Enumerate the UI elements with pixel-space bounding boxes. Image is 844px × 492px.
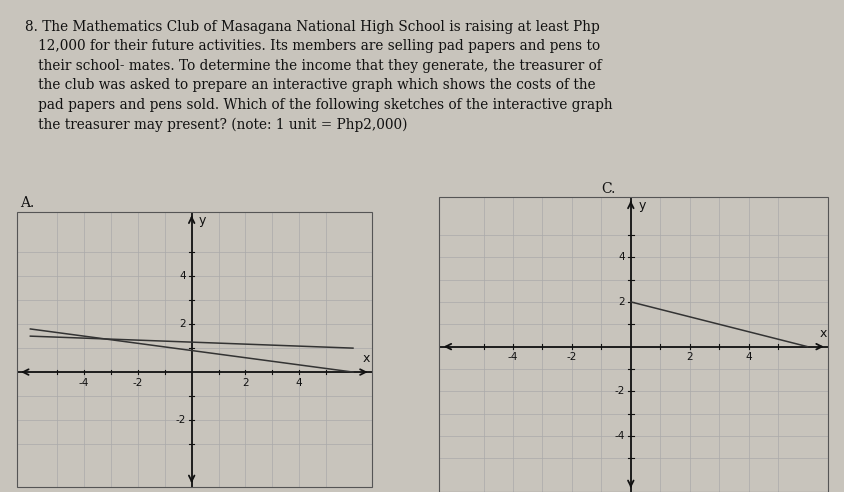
Text: C.: C.: [601, 182, 615, 196]
Text: 4: 4: [295, 378, 302, 388]
Text: 2: 2: [685, 352, 692, 362]
Text: -2: -2: [176, 415, 186, 425]
Text: 2: 2: [242, 378, 248, 388]
Text: x: x: [363, 352, 370, 365]
Text: y: y: [637, 199, 645, 212]
Text: A.: A.: [19, 196, 34, 211]
Text: 4: 4: [744, 352, 751, 362]
Text: y: y: [198, 214, 206, 227]
Text: 4: 4: [180, 271, 186, 281]
Text: -2: -2: [614, 386, 625, 397]
Text: -4: -4: [78, 378, 89, 388]
Text: 2: 2: [180, 319, 186, 329]
Text: x: x: [819, 327, 825, 340]
Text: -2: -2: [133, 378, 143, 388]
Text: 8. The Mathematics Club of Masagana National High School is raising at least Php: 8. The Mathematics Club of Masagana Nati…: [25, 20, 612, 132]
Text: -4: -4: [507, 352, 517, 362]
Text: 4: 4: [618, 252, 625, 262]
Text: -4: -4: [614, 431, 625, 441]
Text: 2: 2: [618, 297, 625, 307]
Text: -2: -2: [566, 352, 576, 362]
